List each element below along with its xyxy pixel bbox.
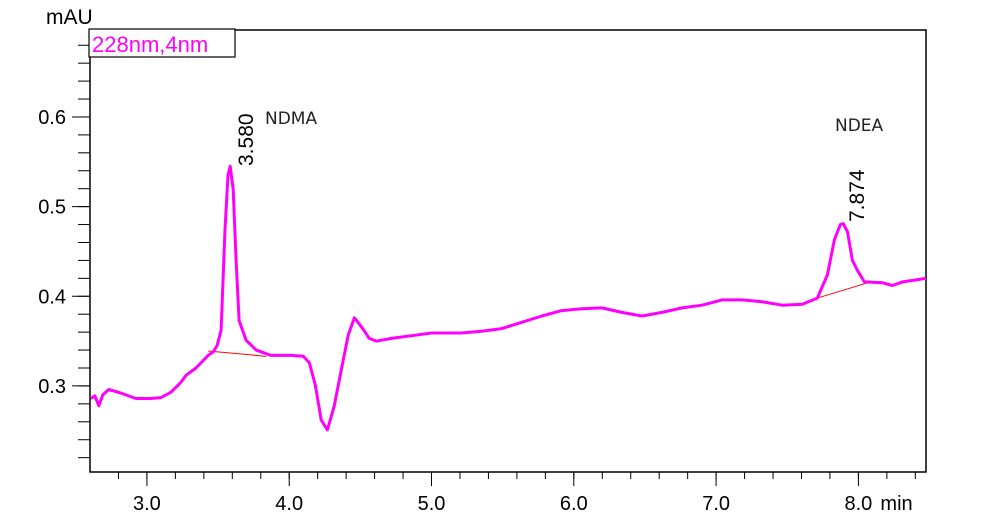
peak-rt-ndea: 7.874 — [846, 169, 869, 222]
y-tick-label: 0.5 — [38, 197, 66, 219]
peak-rt-ndma: 3.580 — [235, 113, 258, 166]
y-tick-label: 0.6 — [38, 107, 66, 129]
x-tick-label: 8.0 — [845, 493, 873, 515]
x-axis-unit-label: min — [880, 493, 912, 515]
y-tick-label: 0.4 — [38, 286, 66, 308]
y-axis-label: mAU — [46, 6, 93, 29]
plot-frame — [89, 29, 927, 473]
legend-box — [88, 28, 236, 58]
peak-name-ndea: NDEA — [835, 116, 884, 136]
integration-baseline — [817, 281, 871, 299]
y-tick-label: 0.3 — [38, 376, 66, 398]
legend-label: 228nm,4nm — [92, 32, 208, 57]
x-tick-label: 7.0 — [702, 493, 730, 515]
peak-name-ndma: NDMA — [265, 109, 317, 129]
x-tick-label: 3.0 — [133, 493, 161, 515]
legend: 228nm,4nm — [88, 28, 236, 58]
integration-baseline — [208, 350, 267, 357]
x-tick-label: 5.0 — [418, 493, 446, 515]
x-tick-label: 6.0 — [560, 493, 588, 515]
x-tick-label: 4.0 — [275, 493, 303, 515]
chromatogram-trace — [90, 164, 927, 432]
axes: 3.0 4.0 5.0 6.0 7.0 8.0 min 0.3 0.4 0.5 0.6 — [38, 29, 927, 515]
marks — [90, 164, 927, 432]
